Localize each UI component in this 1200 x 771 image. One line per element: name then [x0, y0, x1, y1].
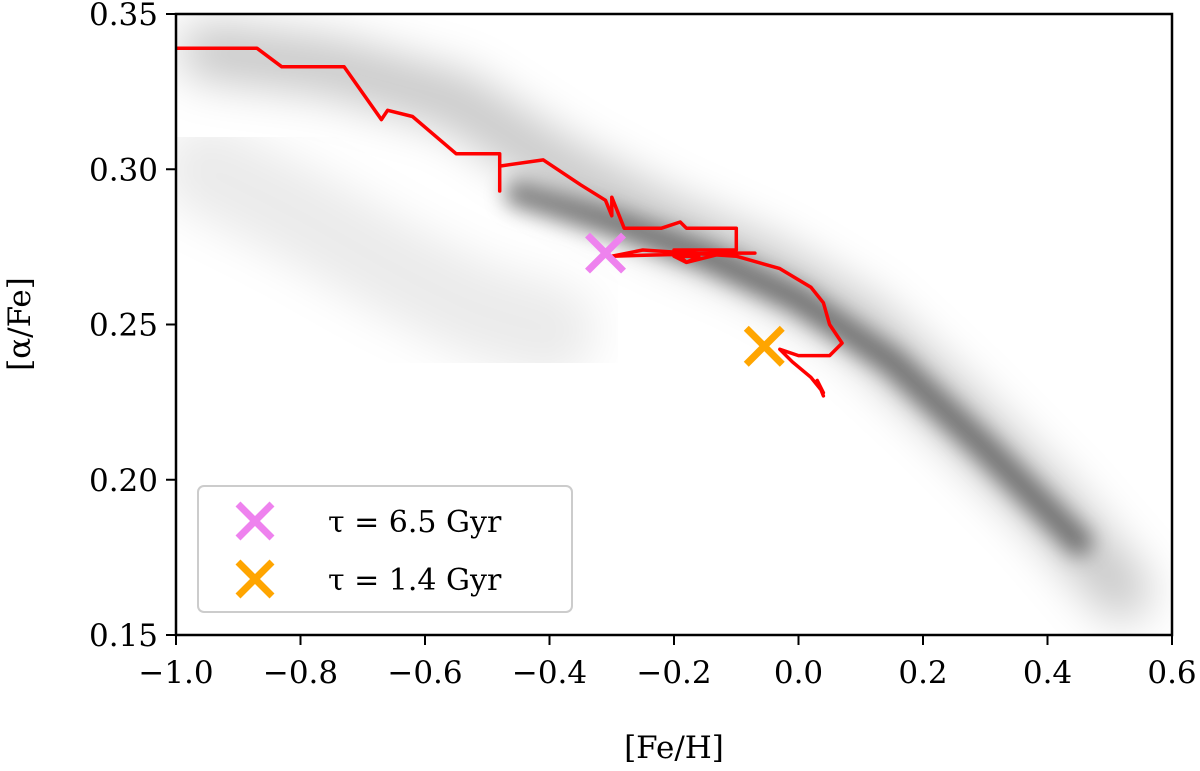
x-tick-label: −0.4 [512, 655, 587, 691]
legend-marker-2 [235, 559, 275, 599]
y-tick-label: 0.20 [89, 463, 158, 499]
x-axis: −1.0 −0.8 −0.6 −0.4 −0.2 0.0 0.2 0.4 0.6 [138, 635, 1197, 691]
x-tick-label: −0.2 [636, 655, 711, 691]
model-track-line [176, 46, 844, 398]
legend-label-2: τ = 1.4 Gyr [328, 563, 502, 598]
age-marker-1 [585, 232, 626, 274]
x-tick-label: −0.6 [387, 655, 462, 691]
x-tick-label: 0.2 [898, 655, 947, 691]
legend-marker-1 [235, 501, 275, 541]
legend: τ = 6.5 Gyr τ = 1.4 Gyr [197, 485, 573, 613]
x-tick-label: 0.0 [774, 655, 823, 691]
y-tick-label: 0.15 [89, 618, 158, 654]
x-tick-label: −1.0 [138, 655, 213, 691]
y-tick-label: 0.25 [89, 308, 158, 344]
y-axis-title: [α/Fe] [2, 277, 38, 371]
density-band [176, 122, 597, 378]
y-tick-label: 0.35 [89, 0, 158, 33]
model-track-layer [176, 46, 844, 398]
x-axis-title: [Fe/H] [624, 730, 724, 766]
x-tick-label: −0.8 [263, 655, 338, 691]
y-tick-label: 0.30 [89, 152, 158, 188]
x-tick-label: 0.4 [1023, 655, 1072, 691]
legend-box [197, 485, 573, 613]
density-cloud [176, 23, 1151, 620]
age-marker-2 [743, 325, 785, 367]
x-tick-label: 0.6 [1147, 655, 1196, 691]
marker-layer [585, 232, 785, 367]
legend-label-1: τ = 6.5 Gyr [328, 505, 502, 540]
y-axis: 0.15 0.20 0.25 0.30 0.35 [89, 0, 176, 654]
density-band [504, 180, 1093, 556]
